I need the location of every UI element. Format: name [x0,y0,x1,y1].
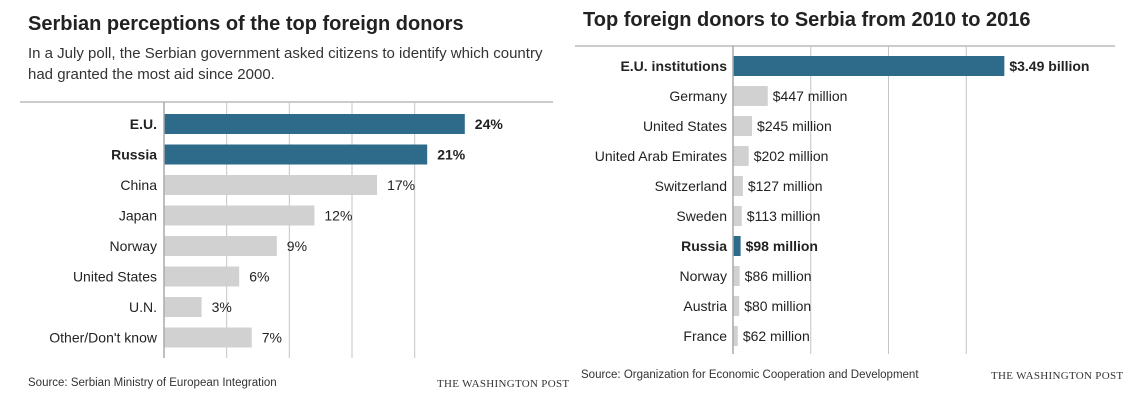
left-chart-bar [164,236,277,256]
right-chart-value-label: $127 million [748,178,823,194]
left-chart-bar [164,175,378,195]
right-chart-title: Top foreign donors to Serbia from 2010 t… [583,9,1031,31]
right-chart-bar [733,266,740,286]
left-chart-category-label: U.N. [129,299,157,315]
left-chart-category-label: E.U. [130,116,157,132]
right-brand: THE WASHINGTON POST [991,370,1124,382]
left-chart-bar [164,114,465,134]
right-chart-bar [733,296,740,316]
right-chart-category-label: United States [643,118,727,134]
right-source: Source: Organization for Economic Cooper… [581,369,919,381]
right-chart-category-label: E.U. institutions [620,58,727,74]
left-chart-title: Serbian perceptions of the top foreign d… [28,13,464,35]
right-chart-category-label: Austria [683,298,727,314]
left-chart-value-label: 7% [262,330,282,346]
left-chart-category-label: Japan [119,208,157,224]
right-chart-bar [733,206,742,226]
right-chart-category-label: United Arab Emirates [595,148,727,164]
left-chart-subtitle: In a July poll, the Serbian government a… [28,45,543,83]
right-chart-value-label: $245 million [757,118,832,134]
left-source: Source: Serbian Ministry of European Int… [28,377,277,389]
right-chart-value-label: $80 million [744,298,811,314]
right-chart-category-label: France [683,328,727,344]
left-chart-bar [164,266,240,287]
left-brand: THE WASHINGTON POST [437,378,570,390]
left-chart-category-label: Other/Don't know [49,330,158,346]
right-chart-value-label: $86 million [745,268,812,284]
right-chart-category-label: Norway [680,268,727,284]
left-chart-value-label: 3% [212,299,232,315]
right-chart-bar [733,236,741,256]
right-chart-bar [733,176,743,196]
right-chart-value-label: $447 million [773,88,848,104]
right-chart-category-label: Germany [669,88,727,104]
left-chart-value-label: 9% [287,238,307,254]
left-chart-value-label: 12% [324,208,352,224]
right-chart-panel: Top foreign donors to Serbia from 2010 t… [575,0,1129,403]
left-chart-category-label: Russia [111,147,157,163]
left-chart-category-label: Norway [110,238,157,254]
left-chart-value-label: 17% [387,177,415,193]
right-chart-category-label: Switzerland [655,178,727,194]
left-chart-category-label: China [120,177,157,193]
right-chart-value-label: $3.49 billion [1009,58,1089,74]
left-chart-value-label: 24% [475,116,504,132]
left-chart-category-label: United States [73,269,157,285]
right-chart-bar [733,116,753,136]
right-chart-value-label: $113 million [747,208,821,224]
right-chart-category-label: Russia [681,238,727,254]
left-chart-panel: Serbian perceptions of the top foreign d… [0,0,569,403]
left-chart-bar [164,205,315,226]
right-chart-bar [733,146,749,166]
left-chart-bar [164,297,202,317]
left-bar-chart: E.U. 24% Russia 21% China 17% Japan 12% Norway 9%… [20,101,553,358]
right-chart-bar [733,86,768,106]
right-bar-chart: E.U. institutions $3.49 billion Germany $44… [575,45,1115,354]
right-chart-value-label: $98 million [746,238,818,254]
left-chart-value-label: 6% [249,269,269,285]
right-chart-value-label: $202 million [754,148,829,164]
right-chart-category-label: Sweden [676,208,727,224]
left-chart-value-label: 21% [437,147,466,163]
left-chart-bar [164,327,252,348]
right-chart-bar [733,56,1005,76]
left-chart-bar [164,144,428,165]
right-chart-value-label: $62 million [743,328,810,344]
right-chart-bar [733,326,738,346]
